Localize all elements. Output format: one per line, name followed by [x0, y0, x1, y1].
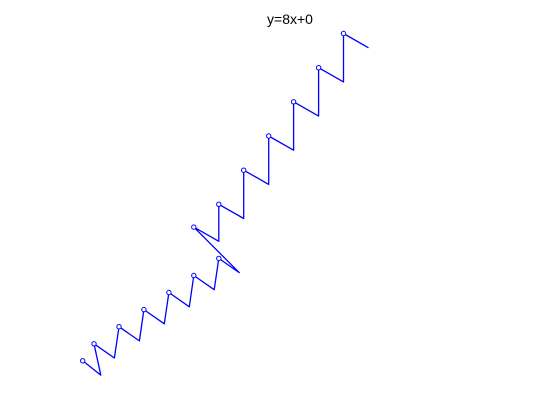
data-point: [241, 167, 247, 173]
data-point: [216, 201, 222, 208]
data-point: [191, 272, 197, 279]
data-point: [315, 65, 322, 71]
data-point: [191, 224, 197, 230]
data-point: [116, 324, 122, 330]
data-point: [340, 30, 347, 37]
series-line: [82, 32, 369, 376]
chart-title: y=8x+0: [267, 11, 313, 27]
data-point: [91, 341, 97, 347]
data-point: [141, 306, 147, 313]
data-point: [216, 255, 222, 262]
data-point: [266, 133, 272, 139]
data-point: [290, 99, 297, 105]
data-point: [166, 289, 172, 296]
data-point: [80, 358, 86, 364]
